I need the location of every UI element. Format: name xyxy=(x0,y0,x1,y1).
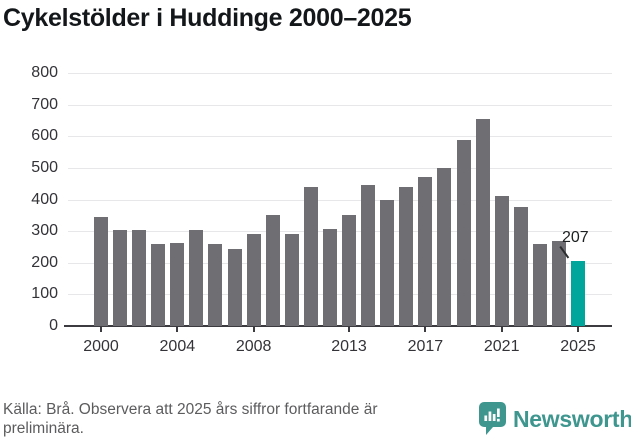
chart-title: Cykelstölder i Huddinge 2000–2025 xyxy=(3,4,412,32)
bar-2001 xyxy=(113,230,128,326)
y-axis-label-100: 100 xyxy=(31,285,58,303)
x-tick-2000 xyxy=(100,326,102,332)
bar-2004 xyxy=(170,243,185,326)
caption-line-2: preliminära. xyxy=(3,420,84,437)
bar-2002 xyxy=(132,230,147,326)
bar-2009 xyxy=(265,214,280,326)
y-axis-label-200: 200 xyxy=(31,253,58,271)
x-tick-2025 xyxy=(577,326,579,332)
bar-2012 xyxy=(322,229,337,326)
y-axis-label-700: 700 xyxy=(31,95,58,113)
bar-2005 xyxy=(189,229,204,326)
bar-2020 xyxy=(475,118,490,326)
y-axis-label-400: 400 xyxy=(31,190,58,208)
gridline-700 xyxy=(68,104,612,106)
bar-2017 xyxy=(418,177,433,326)
bar-2022 xyxy=(513,207,528,326)
gridline-800 xyxy=(68,73,612,74)
gridline-500 xyxy=(68,167,612,169)
bar-2013 xyxy=(342,215,357,326)
x-axis-label-2025: 2025 xyxy=(560,338,596,355)
x-tick-2013 xyxy=(348,326,351,332)
newsworthy-logo: Newsworthy xyxy=(479,402,631,436)
bar-2024 xyxy=(551,240,566,326)
bar-2010 xyxy=(284,233,299,326)
y-axis-label-500: 500 xyxy=(31,158,58,176)
newsworthy-wordmark: Newsworthy xyxy=(513,405,631,432)
gridline-100 xyxy=(68,294,612,296)
gridline-400 xyxy=(68,199,612,201)
bar-2008 xyxy=(246,234,261,326)
bar-2006 xyxy=(208,243,223,326)
bar-2018 xyxy=(437,167,452,326)
value-label-2025: 207 xyxy=(562,228,589,246)
x-axis-label-2021: 2021 xyxy=(483,338,520,355)
gridline-200 xyxy=(68,262,612,264)
x-tick-2004 xyxy=(176,326,179,332)
bar-2011 xyxy=(303,187,318,326)
y-axis-label-300: 300 xyxy=(31,222,58,240)
x-tick-2021 xyxy=(500,326,503,332)
x-axis-label-2000: 2000 xyxy=(83,338,119,355)
x-tick-2017 xyxy=(424,326,427,332)
source-caption: Källa: Brå. Observera att 2025 års siffr… xyxy=(3,400,377,438)
y-axis-label-800: 800 xyxy=(31,64,58,81)
y-axis-label-600: 600 xyxy=(31,127,58,145)
bar-2021 xyxy=(494,196,509,326)
y-axis-label-0: 0 xyxy=(49,317,58,334)
bar-2025 xyxy=(571,260,585,326)
x-tick-2008 xyxy=(252,326,255,332)
bar-2003 xyxy=(151,244,166,326)
newsworthy-chart-bubble-icon xyxy=(479,402,506,435)
x-axis-label-2013: 2013 xyxy=(331,338,367,355)
x-axis-label-2017: 2017 xyxy=(407,338,444,355)
bar-2019 xyxy=(456,139,471,326)
bar-2000 xyxy=(94,216,108,326)
x-axis-label-2008: 2008 xyxy=(235,338,272,355)
bar-2007 xyxy=(227,248,242,326)
gridline-600 xyxy=(68,136,612,138)
bar-2023 xyxy=(532,244,547,326)
x-axis-line xyxy=(64,325,612,327)
bar-2016 xyxy=(399,186,414,326)
bar-2014 xyxy=(361,184,376,326)
x-axis-label-2004: 2004 xyxy=(159,338,196,355)
gridline-300 xyxy=(68,231,612,233)
caption-line-1: Källa: Brå. Observera att 2025 års siffr… xyxy=(3,401,378,418)
bar-2015 xyxy=(380,200,395,326)
